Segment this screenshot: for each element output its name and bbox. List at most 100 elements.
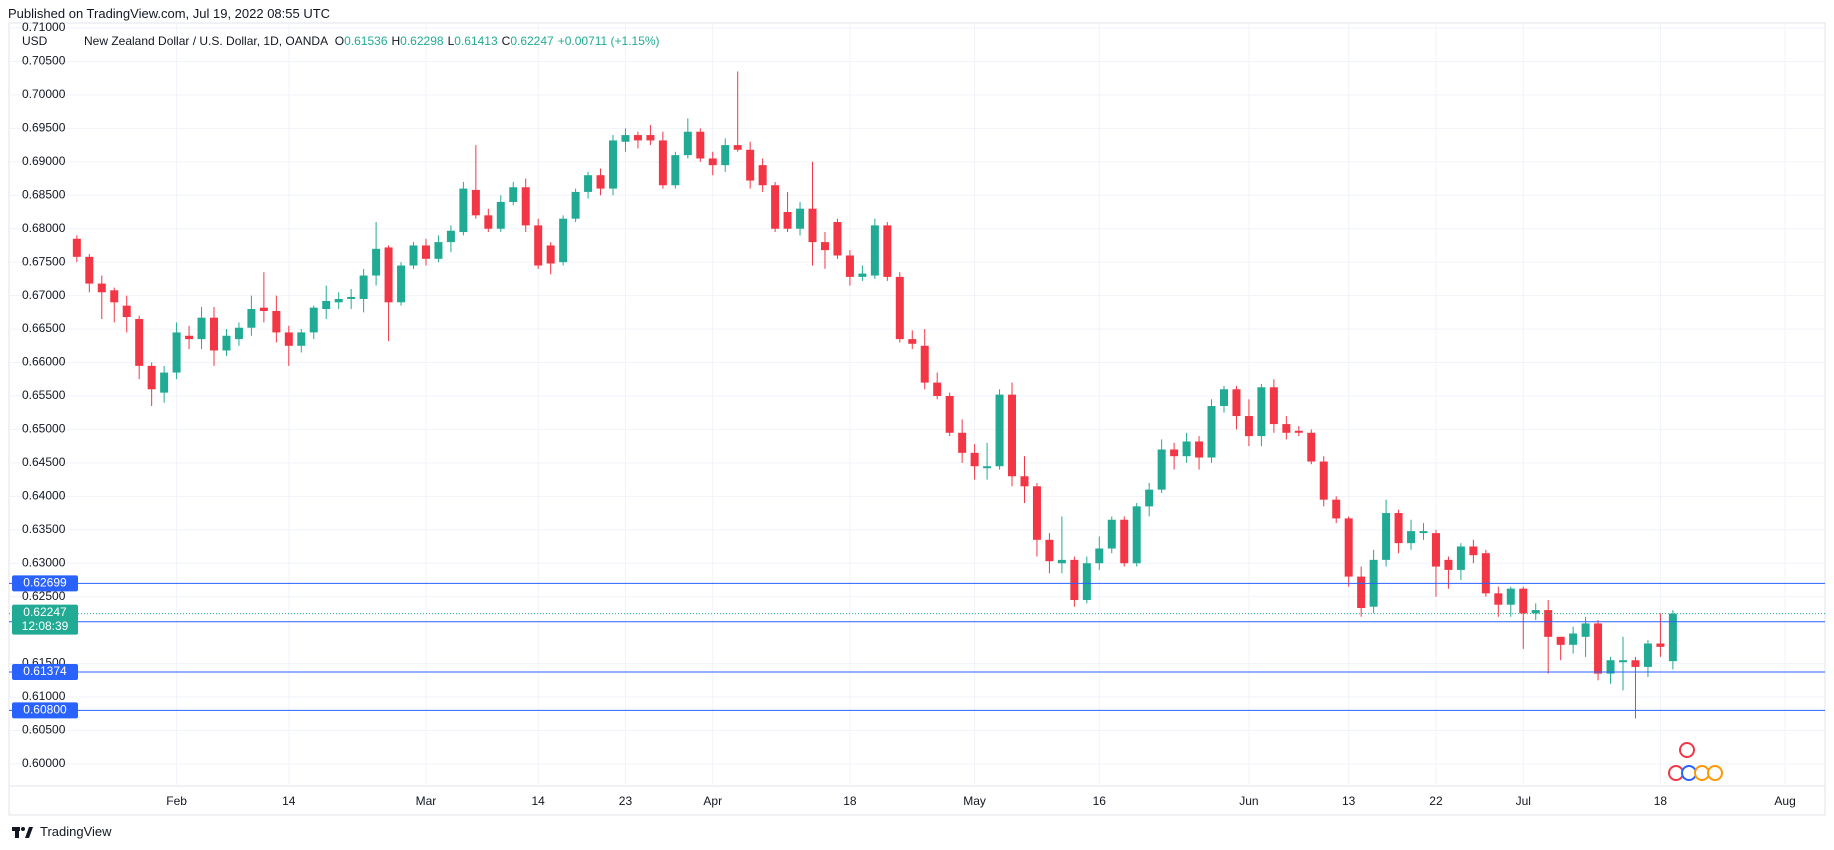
candle-body (1107, 519, 1116, 549)
candle-body (185, 335, 194, 340)
ohlc-key: L (447, 34, 455, 48)
x-tick-label: 23 (619, 794, 633, 808)
candle-body (1008, 394, 1017, 477)
candle-body (1332, 499, 1341, 519)
candle-body (733, 145, 742, 150)
x-tick-label: Feb (166, 794, 187, 808)
candle-body (596, 175, 605, 189)
x-tick-label: May (963, 794, 986, 808)
candle-body (696, 131, 705, 159)
x-tick-label: Apr (703, 794, 722, 808)
candle-body (409, 245, 418, 266)
candle-body (160, 372, 169, 393)
x-tick-label: 14 (532, 794, 546, 808)
candle-body (1519, 588, 1528, 614)
event-icon (1694, 765, 1710, 781)
ohlc-value: 0.62247 (510, 34, 554, 48)
candle-body (783, 211, 792, 229)
ohlc-key: O (334, 34, 345, 48)
candle-body (1219, 389, 1228, 407)
ohlc-key: C (501, 34, 511, 48)
x-tick-label: Mar (416, 794, 437, 808)
candle-body (1668, 613, 1677, 662)
footer: TradingView (12, 824, 112, 839)
x-tick-label: 18 (1654, 794, 1668, 808)
candle-body (1020, 476, 1029, 487)
candle-body (1032, 486, 1041, 540)
candle-body (721, 145, 730, 166)
candle-body (1469, 546, 1478, 556)
symbol-legend: New Zealand Dollar / U.S. Dollar, 1D, OA… (84, 34, 660, 48)
candle-body (683, 131, 692, 156)
candle-body (571, 191, 580, 219)
event-icon (1681, 765, 1697, 781)
x-tick-label: 13 (1342, 794, 1356, 808)
candle-body (284, 332, 293, 346)
candle-body (945, 395, 954, 433)
candle-body (1357, 576, 1366, 609)
candle-body (172, 332, 181, 373)
candle-body (421, 245, 430, 259)
candle-body (870, 225, 879, 276)
candle-body (397, 265, 406, 303)
symbol-name: New Zealand Dollar / U.S. Dollar, 1D, OA… (84, 34, 328, 48)
candle-body (459, 188, 468, 233)
last-price-box (12, 604, 78, 635)
candle-body (1195, 441, 1204, 458)
candle-body (933, 382, 942, 396)
candle-body (671, 155, 680, 186)
candle-body (147, 365, 156, 390)
candle-body (509, 187, 518, 202)
event-icon (1679, 742, 1695, 758)
ohlc-value: 0.61536 (344, 34, 388, 48)
candle-body (384, 247, 393, 303)
candle-body (434, 242, 443, 259)
candle-body (758, 165, 767, 186)
candle-body (222, 335, 231, 351)
candle-body (534, 225, 543, 266)
x-tick-label: 22 (1429, 794, 1443, 808)
candle-body (1531, 610, 1540, 614)
candle-body (633, 135, 642, 141)
candle-body (85, 256, 94, 284)
level-label: 0.62699 (23, 576, 67, 590)
chart-frame (8, 22, 1826, 816)
candle-body (1045, 539, 1054, 562)
candle-body (771, 185, 780, 229)
candle-body (1344, 518, 1353, 577)
x-tick-label: Aug (1774, 794, 1795, 808)
candle-body (1506, 588, 1515, 605)
event-icon (1707, 765, 1723, 781)
candle-body (995, 394, 1004, 467)
candle-body (883, 225, 892, 277)
y-tick-label: 0.63000 (22, 555, 66, 569)
candle-body (1132, 506, 1141, 564)
candle-body (1282, 424, 1291, 433)
candle-body (920, 345, 929, 383)
y-tick-label: 0.67000 (22, 288, 66, 302)
level-label: 0.61374 (23, 664, 67, 678)
candle-body (359, 275, 368, 299)
y-tick-label: 0.65500 (22, 388, 66, 402)
candle-body (908, 339, 917, 344)
y-tick-label: 0.71000 (22, 20, 66, 34)
candle-body (983, 466, 992, 469)
candle-body (1095, 548, 1104, 564)
candle-body (272, 311, 281, 333)
level-label-box (12, 664, 78, 681)
ohlc-value: 0.61413 (454, 34, 498, 48)
candle-body (297, 332, 306, 346)
candle-body (372, 248, 381, 276)
candle-body (122, 305, 131, 318)
candle-body (1145, 489, 1154, 507)
candle-body (1120, 519, 1129, 564)
y-tick-label: 0.66500 (22, 321, 66, 335)
candle-body (1569, 633, 1578, 645)
candle-body (334, 298, 343, 303)
footer-brand: TradingView (40, 824, 112, 839)
candle-body (1082, 563, 1091, 601)
candle-body (135, 319, 144, 366)
candle-body (833, 222, 842, 256)
y-tick-label: 0.64000 (22, 488, 66, 502)
